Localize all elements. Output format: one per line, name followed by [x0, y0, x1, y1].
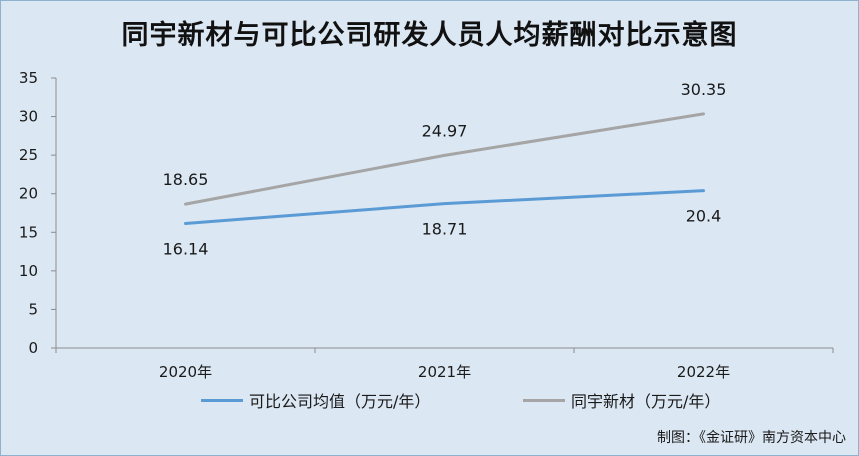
series-line-0	[184, 189, 705, 225]
x-category-label: 2020年	[159, 363, 212, 381]
legend-swatch-comparable	[201, 398, 243, 402]
legend-item-tongyu: 同宇新材（万元/年）	[523, 385, 720, 415]
legend-swatch-tongyu	[523, 398, 565, 402]
data-label: 20.4	[686, 207, 722, 226]
chart-title: 同宇新材与可比公司研发人员人均薪酬对比示意图	[121, 20, 738, 51]
legend-item-comparable: 可比公司均值（万元/年）	[201, 385, 430, 415]
y-tick-label: 0	[28, 339, 38, 357]
y-tick-label: 15	[19, 223, 38, 241]
x-category-label: 2021年	[418, 363, 471, 381]
x-category-label: 2022年	[677, 363, 730, 381]
y-tick-label: 20	[19, 185, 38, 203]
data-label: 30.35	[681, 80, 727, 99]
y-tick-label: 10	[19, 262, 38, 280]
data-label: 18.71	[422, 220, 468, 239]
y-tick-label: 5	[28, 300, 38, 318]
legend-label-tongyu: 同宇新材（万元/年）	[571, 392, 721, 411]
data-label: 18.65	[163, 170, 209, 189]
data-label: 24.97	[422, 121, 468, 140]
y-tick-label: 35	[19, 69, 38, 87]
y-tick-label: 25	[19, 146, 38, 164]
series-line-1	[184, 112, 705, 206]
source-note: 制图：《金证研》南方资本中心	[657, 430, 846, 446]
legend-label-comparable: 可比公司均值（万元/年）	[249, 392, 431, 411]
line-chart: 0 5 10 15 20 25 30 35 2020年 2021年 2022年 16.14 18.71 2…	[19, 69, 834, 381]
data-label: 16.14	[163, 239, 209, 258]
legend: 可比公司均值（万元/年） 同宇新材（万元/年）	[1, 385, 858, 415]
y-tick-label: 30	[19, 108, 38, 126]
